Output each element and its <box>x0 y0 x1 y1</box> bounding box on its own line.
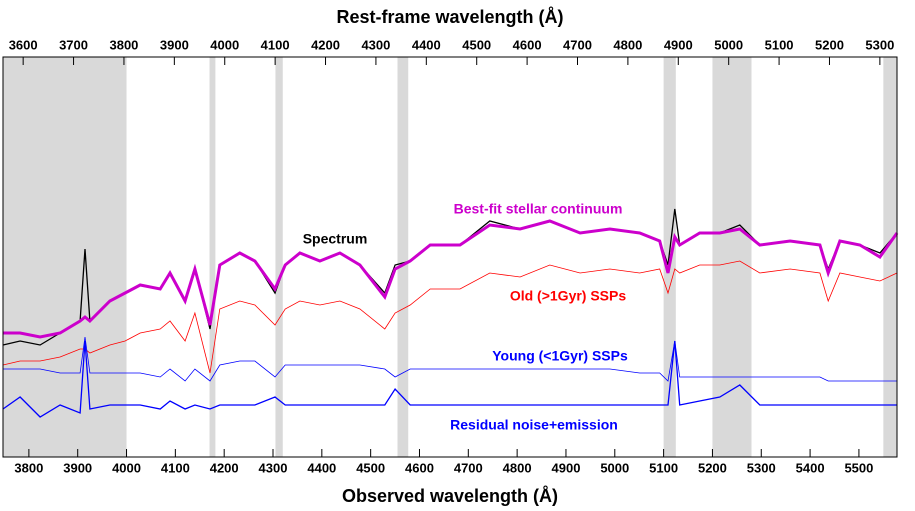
series-line <box>3 336 897 382</box>
x-tick-label: 5000 <box>600 460 629 475</box>
series-line <box>2 260 898 374</box>
x2-tick-label: 5100 <box>765 37 794 52</box>
x2-tick-label: 4300 <box>361 37 390 52</box>
x2-tick-label: 3900 <box>160 37 189 52</box>
x2-tick-label: 4400 <box>412 37 441 52</box>
x-tick-label: 4300 <box>259 460 288 475</box>
masked-region <box>209 57 216 457</box>
x2-tick-label: 5300 <box>865 37 894 52</box>
x2-tick-label: 4700 <box>563 37 592 52</box>
x-tick-label: 4700 <box>454 460 483 475</box>
x2-tick-label: 4100 <box>261 37 290 52</box>
x2-tick-label: 3700 <box>59 37 88 52</box>
series-label: Young (<1Gyr) SSPs <box>492 348 628 364</box>
x2-tick-label: 4600 <box>513 37 542 52</box>
x2-tick-label: 4800 <box>613 37 642 52</box>
series-label: Spectrum <box>303 231 368 247</box>
x2-tick-label: 4200 <box>311 37 340 52</box>
x-tick-label: 4900 <box>552 460 581 475</box>
x2-tick-label: 4000 <box>210 37 239 52</box>
masked-region <box>397 57 409 457</box>
series-label: Old (>1Gyr) SSPs <box>510 288 627 304</box>
x2-tick-label: 3800 <box>109 37 138 52</box>
masked-region <box>275 57 283 457</box>
series-line <box>3 219 899 339</box>
x2-tick-label: 3600 <box>9 37 38 52</box>
x-tick-label: 4000 <box>112 460 141 475</box>
x2-tick-label: 5000 <box>714 37 743 52</box>
x-tick-label: 5500 <box>844 460 873 475</box>
x-tick-label: 5400 <box>796 460 825 475</box>
x-tick-label: 5200 <box>698 460 727 475</box>
series-label: Best-fit stellar continuum <box>454 201 623 217</box>
x-tick-label: 4500 <box>356 460 385 475</box>
x-tick-label: 3900 <box>63 460 92 475</box>
x-tick-label: 4600 <box>405 460 434 475</box>
x-tick-label: 5100 <box>649 460 678 475</box>
x2-tick-label: 4900 <box>664 37 693 52</box>
x-tick-label: 4800 <box>503 460 532 475</box>
series-line <box>2 208 898 346</box>
x-tick-label: 4400 <box>307 460 336 475</box>
masked-region <box>883 57 897 457</box>
x-tick-label: 4200 <box>210 460 239 475</box>
x-axis-title: Observed wavelength (Å) <box>342 486 558 506</box>
plot-frame <box>2 56 898 458</box>
series-line <box>2 340 897 418</box>
x2-tick-label: 5200 <box>815 37 844 52</box>
x2-axis-title: Rest-frame wavelength (Å) <box>336 7 563 27</box>
series-label: Residual noise+emission <box>450 417 618 433</box>
x-tick-label: 4100 <box>161 460 190 475</box>
x2-tick-label: 4500 <box>462 37 491 52</box>
x-tick-label: 3800 <box>14 460 43 475</box>
x-tick-label: 5300 <box>747 460 776 475</box>
masked-region <box>3 57 127 457</box>
